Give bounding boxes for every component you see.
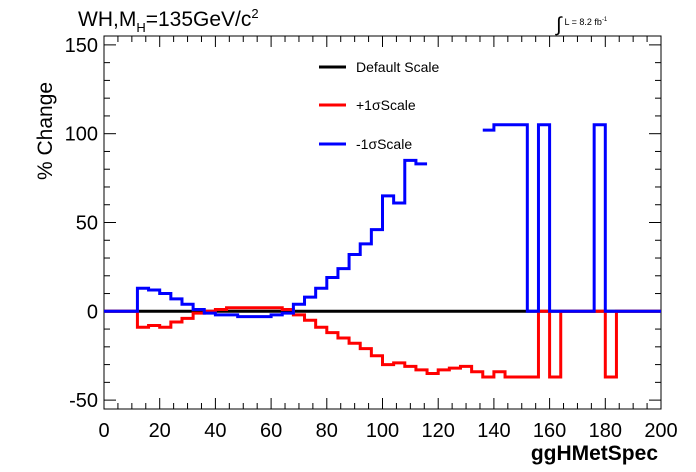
x-tick-label: 40 [204, 420, 226, 442]
y-tick-label: 150 [65, 35, 98, 57]
y-tick-label: 0 [87, 301, 98, 323]
y-tick-label: 100 [65, 124, 98, 146]
legend-label-minus: -1σScale [356, 136, 413, 152]
legend-label-default: Default Scale [356, 59, 440, 75]
x-tick-label: 0 [98, 420, 109, 442]
chart-title: WH,MH=135GeV/c2 [78, 6, 259, 35]
luminosity-label: ∫ L = 8.2 fb-1 [556, 14, 608, 36]
x-tick-label: 120 [422, 420, 455, 442]
x-tick-label: 20 [149, 420, 171, 442]
x-tick-label: 200 [644, 420, 677, 442]
minus-sigma-line [104, 123, 661, 319]
x-axis-label: ggHMetSpec [530, 442, 658, 465]
legend-label-plus: +1σScale [356, 97, 416, 113]
y-tick-label: 50 [76, 213, 98, 235]
x-tick-label: 140 [477, 420, 510, 442]
x-tick-label: 100 [366, 420, 399, 442]
plus-sigma-line [104, 306, 661, 379]
x-tick-label: 180 [589, 420, 622, 442]
y-tick-label: -50 [69, 390, 98, 412]
y-axis-label: % Change [34, 81, 57, 180]
x-tick-label: 60 [260, 420, 282, 442]
x-tick-label: 160 [533, 420, 566, 442]
x-tick-label: 80 [316, 420, 338, 442]
